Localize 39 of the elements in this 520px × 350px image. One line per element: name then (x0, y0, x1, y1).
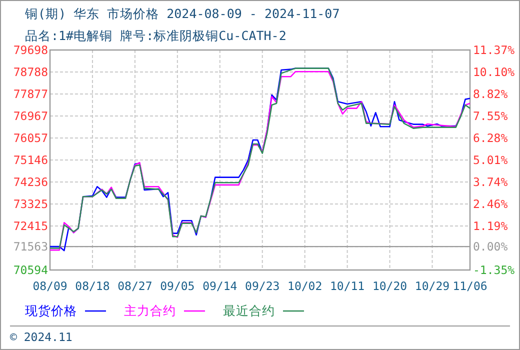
y-tick-label: 77877 (13, 87, 48, 102)
x-tick-label: 09/14 (202, 279, 238, 293)
x-tick-label: 09/05 (160, 279, 195, 293)
legend-label: 现货价格 (25, 303, 77, 318)
x-tick-label: 08/18 (75, 279, 110, 293)
x-tick-label: 10/29 (414, 279, 450, 293)
y-tick-label: 76057 (13, 130, 48, 145)
y2-tick-label: 7.55% (473, 109, 508, 124)
y-tick-label: 70594 (13, 263, 48, 277)
legend-label: 最近合约 (223, 303, 275, 318)
y2-tick-label: 11.37% (473, 43, 515, 57)
y2-tick-label: 3.74% (473, 174, 508, 189)
x-tick-label: 08/27 (118, 279, 152, 293)
y2-tick-label: -1.35% (473, 263, 515, 277)
x-tick-label: 11/06 (452, 279, 488, 293)
y-tick-label: 76967 (13, 108, 48, 123)
y2-tick-label: 2.46% (473, 197, 508, 212)
x-tick-label: 10/20 (372, 279, 408, 293)
x-tick-label: 09/23 (245, 279, 280, 293)
y-tick-label: 73325 (13, 197, 48, 212)
y2-tick-label: 8.82% (473, 87, 508, 102)
y-tick-label: 79698 (13, 43, 48, 57)
x-tick-label: 08/09 (32, 279, 68, 293)
y2-tick-label: 10.10% (473, 64, 515, 79)
y2-tick-label: 5.01% (473, 153, 508, 167)
y-tick-label: 78788 (13, 64, 48, 79)
y-tick-label: 72415 (13, 218, 48, 233)
y2-tick-label: 1.19% (473, 219, 508, 234)
text: © 2024.11 (10, 330, 72, 344)
chart-title: 铜(期) 华东 市场价格 2024-08-09 - 2024-11-07 (24, 6, 340, 21)
x-tick-label: 10/02 (288, 279, 322, 293)
y2-tick-label: 6.28% (473, 131, 508, 146)
y2-tick-label: 0.00% (473, 240, 508, 254)
x-tick-label: 10/11 (330, 279, 365, 293)
y-tick-label: 75146 (13, 153, 48, 167)
y-tick-label: 71563 (13, 240, 48, 254)
chart-subtitle: 品名:1#电解铜 牌号:标准阴极铜Cu-CATH-2 (25, 28, 286, 43)
legend-label: 主力合约 (124, 303, 176, 318)
y-tick-label: 74236 (13, 174, 48, 189)
